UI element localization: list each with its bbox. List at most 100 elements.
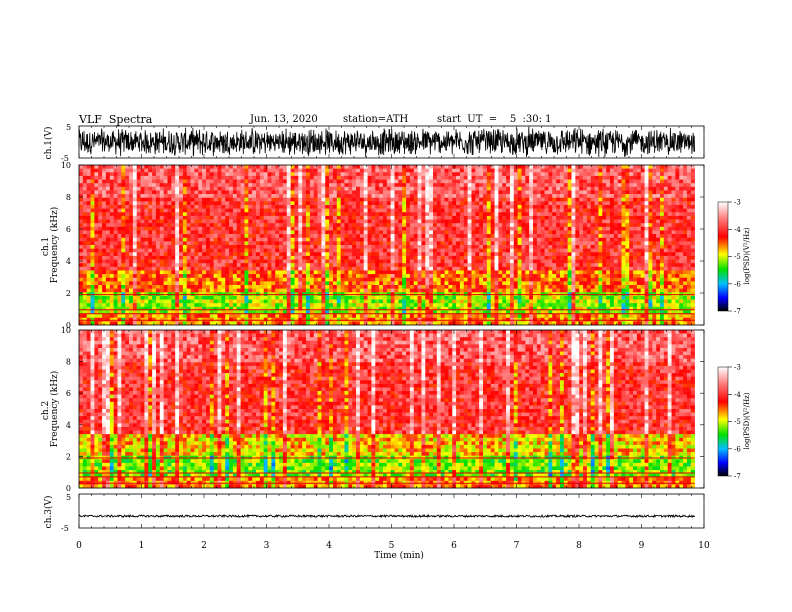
spectrogram-cell (190, 186, 195, 191)
spectrogram-cell (275, 205, 280, 209)
spectrogram-cell (367, 201, 372, 206)
spectrogram-cell (663, 226, 668, 231)
spectrogram-cell (629, 175, 634, 180)
spectrogram-cell (406, 252, 411, 257)
spectrogram-cell (459, 219, 465, 224)
spectrogram-cell (236, 266, 241, 271)
spectrogram-cell (340, 186, 345, 191)
spectrogram-cell (432, 245, 438, 249)
spectrogram-cell (452, 245, 457, 249)
spectrogram-cell (598, 255, 603, 260)
spectrogram-cell (325, 168, 330, 173)
spectrogram-cell (140, 234, 145, 239)
spectrogram-cell (263, 208, 268, 213)
spectrogram-cell (406, 266, 411, 271)
spectrogram-cell (644, 226, 649, 231)
spectrogram-cell (367, 183, 372, 188)
spectrogram-cell (248, 259, 253, 264)
spectrogram-cell (636, 263, 642, 268)
spectrogram-cell (429, 190, 434, 195)
spectrogram-cell (163, 186, 168, 191)
spectrogram-cell (540, 248, 545, 253)
spectrogram-cell (286, 252, 291, 257)
spectrogram-cell (367, 168, 372, 173)
spectrogram-cell (533, 241, 538, 246)
spectrogram-cell (567, 168, 572, 173)
spectrogram-cell (117, 270, 122, 275)
spectrogram-cell (252, 208, 257, 213)
spectrogram-cell (129, 237, 134, 242)
spectrogram-cell (479, 165, 484, 169)
spectrogram-cell (375, 208, 380, 213)
spectrogram-cell (586, 252, 592, 257)
spectrogram-cell (279, 194, 284, 199)
spectrogram-cell (290, 266, 295, 271)
spectrogram-cell (248, 245, 253, 249)
spectrogram-cell (282, 190, 288, 195)
spectrogram-cell (167, 263, 172, 268)
spectrogram-cell (344, 168, 349, 173)
spectrogram-cell (102, 266, 107, 271)
spectrogram-cell (544, 165, 549, 169)
spectrogram-cell (263, 212, 268, 217)
spectrogram-cell (686, 230, 692, 235)
spectrogram-cell (82, 183, 87, 188)
spectrogram-cell (617, 179, 622, 184)
spectrogram-cell (209, 208, 214, 213)
spectrogram-cell (483, 212, 488, 217)
spectrogram-cell (379, 248, 384, 253)
spectrogram-cell (148, 215, 153, 220)
spectrogram-cell (179, 219, 184, 224)
spectrogram-cell (209, 190, 214, 195)
spectrogram-cell (94, 255, 99, 260)
spectrogram-cell (471, 270, 476, 275)
spectrogram-cell (417, 208, 422, 213)
spectrogram-cell (398, 241, 403, 246)
spectrogram-cell (217, 197, 222, 202)
spectrogram-cell (325, 179, 330, 184)
spectrogram-cell (583, 190, 588, 195)
spectrogram-cell (113, 263, 118, 268)
spectrogram-cell (648, 197, 653, 202)
spectrogram-cell (583, 245, 588, 249)
spectrogram-cell (363, 175, 368, 180)
spectrogram-cell (286, 212, 291, 217)
spectrogram-cell (321, 168, 326, 173)
spectrogram-cell (155, 212, 161, 217)
spectrogram-cell (663, 255, 668, 260)
spectrogram-cell (498, 219, 503, 224)
spectrogram-cell (613, 266, 618, 271)
spectrogram-cell (217, 165, 222, 169)
spectrogram-cell (406, 226, 411, 231)
spectrogram-cell (363, 215, 368, 220)
spectrogram-cell (686, 201, 692, 206)
spectrogram-cell (386, 255, 391, 260)
spectrogram-cell (136, 179, 141, 184)
spectrogram-cell (152, 248, 157, 253)
spectrogram-cell (252, 266, 257, 271)
spectrogram-cell (656, 197, 661, 202)
spectrogram-cell (563, 263, 568, 268)
spectrogram-cell (406, 248, 411, 253)
spectrogram-cell (479, 223, 484, 228)
spectrogram-cell (298, 274, 303, 279)
spectrogram-cell (186, 245, 191, 249)
spectrogram-cell (486, 179, 491, 184)
spectrogram-cell (644, 237, 649, 242)
spectrogram-cell (517, 219, 522, 224)
spectrogram-cell (440, 186, 445, 191)
spectrogram-cell (556, 175, 561, 180)
spectrogram-cell (690, 186, 695, 191)
spectrogram-cell (340, 245, 345, 249)
spectrogram-cell (182, 179, 188, 184)
spectrogram-cell (667, 241, 672, 246)
spectrogram-cell (179, 175, 184, 180)
spectrogram-cell (459, 241, 465, 246)
spectrogram-cell (636, 223, 642, 228)
spectrogram-cell (594, 205, 599, 209)
spectrogram-cell (479, 168, 484, 173)
spectrogram-cell (563, 223, 568, 228)
spectrogram-cell (502, 205, 507, 209)
spectrogram-cell (429, 168, 434, 173)
spectrogram-cell (232, 234, 238, 239)
